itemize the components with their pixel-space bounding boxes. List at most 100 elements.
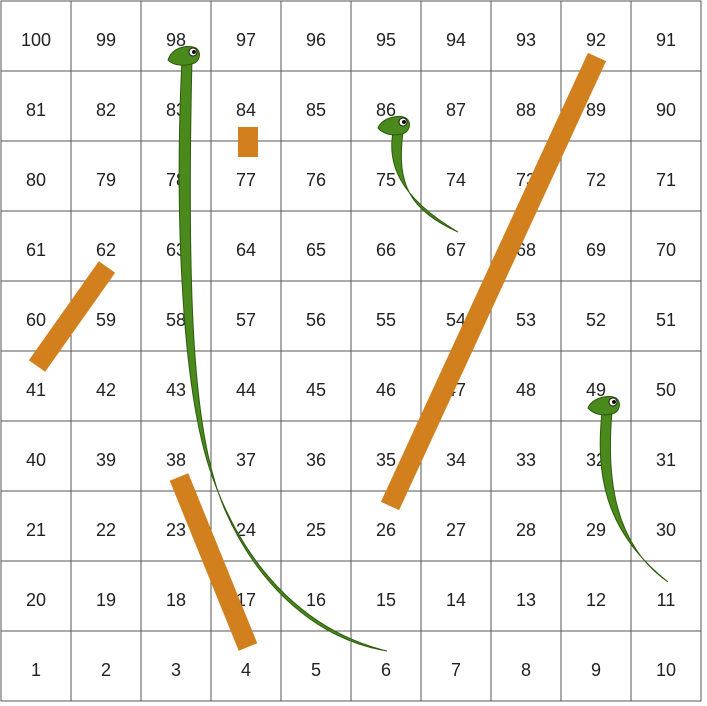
board-cell: 80 <box>0 140 72 212</box>
board-cell: 97 <box>210 0 282 72</box>
cell-square <box>140 630 212 702</box>
cell-square <box>630 560 702 632</box>
board-cell: 74 <box>420 140 492 212</box>
board-cell: 52 <box>560 280 632 352</box>
board-cell: 25 <box>280 490 352 562</box>
cell-square <box>70 70 142 142</box>
cell-square <box>0 420 72 492</box>
cell-number: 82 <box>96 100 116 120</box>
board-cell: 34 <box>420 420 492 492</box>
board-cell: 91 <box>630 0 702 72</box>
board-cell: 1 <box>0 630 72 702</box>
board-cell: 13 <box>490 560 562 632</box>
cell-number: 70 <box>656 240 676 260</box>
board-cell: 53 <box>490 280 562 352</box>
cell-number: 58 <box>166 310 186 330</box>
board-cell: 96 <box>280 0 352 72</box>
cell-number: 27 <box>446 520 466 540</box>
ladders <box>28 52 607 651</box>
board-cell: 72 <box>560 140 632 212</box>
snake-body <box>178 57 388 652</box>
cell-square <box>140 280 212 352</box>
cell-number: 13 <box>516 590 536 610</box>
cell-square <box>280 280 352 352</box>
cell-number: 18 <box>166 590 186 610</box>
cell-square <box>490 280 562 352</box>
board-cell: 76 <box>280 140 352 212</box>
cell-number: 77 <box>236 170 256 190</box>
board-cell: 15 <box>350 560 422 632</box>
cell-square <box>560 280 632 352</box>
cell-number: 46 <box>376 380 396 400</box>
cell-square <box>630 210 702 282</box>
board-cell: 100 <box>0 0 72 72</box>
board-cell: 22 <box>70 490 142 562</box>
cell-number: 98 <box>166 30 186 50</box>
board-cell: 2 <box>70 630 142 702</box>
board-cell: 90 <box>630 70 702 142</box>
cell-number: 94 <box>446 30 466 50</box>
cell-square <box>0 70 72 142</box>
cell-number: 34 <box>446 450 466 470</box>
cell-square <box>0 0 72 72</box>
board-cell: 66 <box>350 210 422 282</box>
board-cell: 94 <box>420 0 492 72</box>
cell-number: 99 <box>96 30 116 50</box>
cell-square <box>420 630 492 702</box>
board-cell: 19 <box>70 560 142 632</box>
cell-number: 15 <box>376 590 396 610</box>
cell-square <box>630 630 702 702</box>
cell-number: 53 <box>516 310 536 330</box>
board-cell: 40 <box>0 420 72 492</box>
board-cell: 33 <box>490 420 562 492</box>
cell-number: 50 <box>656 380 676 400</box>
cell-number: 90 <box>656 100 676 120</box>
cell-square <box>280 350 352 422</box>
cell-number: 19 <box>96 590 116 610</box>
cell-square <box>420 70 492 142</box>
board-cell: 5 <box>280 630 352 702</box>
board-cell: 88 <box>490 70 562 142</box>
cell-number: 79 <box>96 170 116 190</box>
cell-number: 61 <box>26 240 46 260</box>
cell-square <box>560 210 632 282</box>
cell-square <box>420 140 492 212</box>
cell-number: 97 <box>236 30 256 50</box>
cell-number: 10 <box>656 660 676 680</box>
cell-square <box>490 350 562 422</box>
cell-number: 40 <box>26 450 46 470</box>
board-cell: 63 <box>140 210 212 282</box>
board-cell: 9 <box>560 630 632 702</box>
cell-square <box>630 140 702 212</box>
cell-square <box>280 140 352 212</box>
board-cell: 51 <box>630 280 702 352</box>
cell-square <box>70 490 142 562</box>
cell-number: 41 <box>26 380 46 400</box>
board-cell: 98 <box>140 0 212 72</box>
cell-square <box>0 140 72 212</box>
cell-number: 11 <box>657 590 676 610</box>
cell-number: 12 <box>586 590 606 610</box>
cell-square <box>140 0 212 72</box>
board-cell: 95 <box>350 0 422 72</box>
cell-number: 35 <box>376 450 396 470</box>
cell-square <box>280 0 352 72</box>
cell-square <box>630 420 702 492</box>
cell-square <box>630 350 702 422</box>
snake-pupil <box>402 120 406 124</box>
board-cell: 48 <box>490 350 562 422</box>
board-cell: 7 <box>420 630 492 702</box>
cell-number: 67 <box>446 240 466 260</box>
snake-pupil <box>612 400 616 404</box>
board-cell: 67 <box>420 210 492 282</box>
cell-square <box>350 350 422 422</box>
cell-square <box>420 490 492 562</box>
cell-square <box>280 420 352 492</box>
cell-square <box>0 630 72 702</box>
cell-number: 92 <box>586 30 606 50</box>
cell-square <box>140 70 212 142</box>
cell-number: 24 <box>236 520 256 540</box>
board-cell: 83 <box>140 70 212 142</box>
